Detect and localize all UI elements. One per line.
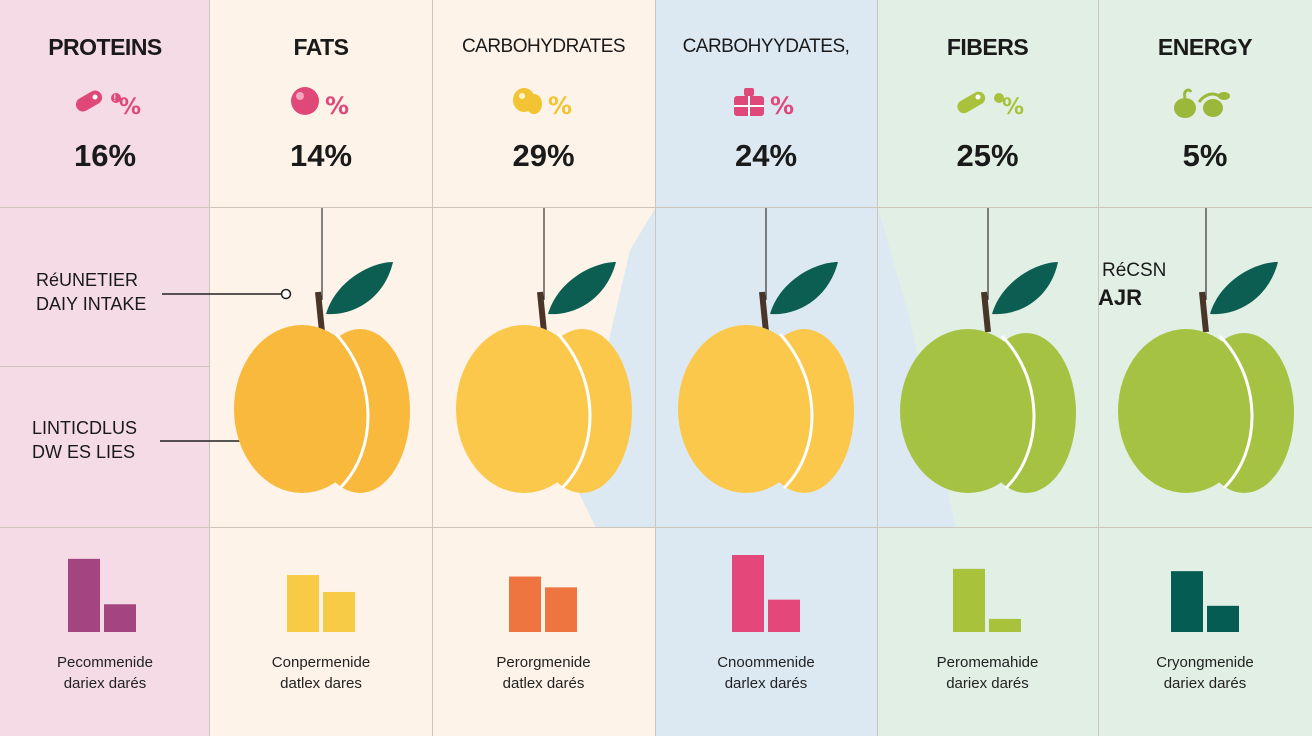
bar-icon-5-0	[1171, 571, 1203, 632]
fiber-capsule-icon: %	[956, 91, 1024, 120]
footer-line2: datlex dares	[280, 675, 362, 692]
carb-basket-icon: %	[734, 88, 794, 120]
bar-icon-1-1	[323, 591, 355, 632]
column-carbohydrates: CARBOHYDRATES % 29%	[432, 0, 655, 207]
bar-icon-0-1	[104, 604, 136, 632]
svg-text:!: !	[113, 94, 117, 104]
column-title: FIBERS	[946, 34, 1029, 60]
svg-text:%: %	[325, 92, 349, 120]
fruit-plum-1	[900, 208, 1076, 493]
svg-text:%: %	[1002, 95, 1024, 120]
protein-capsule-icon: ! %	[75, 90, 141, 120]
footer-line1: Cryongmenide	[1156, 654, 1254, 671]
bar-icon-2-1	[545, 587, 577, 632]
footer-fibers: Peromemahide dariex darés	[877, 652, 1098, 694]
bar-icon-1-0	[287, 575, 319, 632]
fruit-plum-2	[1118, 208, 1294, 493]
footer-line1: Conpermenide	[271, 654, 371, 671]
column-title: FATS	[293, 34, 349, 60]
svg-text:%: %	[770, 92, 794, 120]
fruit-apricot-3	[678, 208, 854, 493]
corner-label-1: RéCSN	[1102, 260, 1167, 281]
energy-fruit-icon	[1174, 88, 1230, 118]
column-percent: 16%	[73, 138, 137, 173]
column-title: CARBOHYYDATES,	[682, 36, 850, 57]
column-percent: 29%	[512, 138, 575, 173]
column-percent: 24%	[734, 138, 798, 173]
bar-icon-2-0	[509, 576, 541, 632]
fat-drop-icon: %	[291, 87, 349, 120]
svg-text:%: %	[119, 95, 141, 120]
footer-line1: Perorgmenide	[496, 654, 591, 671]
column-title: PROTEINS	[48, 34, 162, 60]
fruit-apricot-1	[234, 208, 410, 493]
footer-fats: Conpermenide datlex dares	[210, 652, 432, 694]
daily-intake-line1: RéUNETIER	[36, 270, 139, 290]
svg-text:%: %	[548, 92, 572, 120]
corner-label-2: AJR	[1098, 285, 1143, 310]
bar-icon-4-0	[953, 568, 985, 632]
fruit-apricot-2	[456, 208, 632, 493]
bar-icon-4-1	[989, 618, 1021, 632]
daily-intake-line2: DAIY INTAKE	[36, 294, 147, 314]
column-percent: 14%	[289, 138, 353, 173]
footer-line2: darlex darés	[724, 675, 808, 692]
footer-line2: dariex darés	[1163, 675, 1247, 692]
footer-proteins: Pecommenide dariex darés	[0, 652, 210, 694]
bar-icon-5-1	[1207, 605, 1239, 632]
column-title: ENERGY	[1157, 34, 1253, 60]
column-percent: 25%	[956, 138, 1019, 173]
footer-line1: Cnoommenide	[717, 654, 815, 671]
carb-grain-icon: %	[512, 88, 572, 120]
footer-carbohydrates: Perorgmenide datlex darés	[432, 652, 655, 694]
footer-line1: Pecommenide	[57, 654, 153, 671]
footer-energy: Cryongmenide dariex darés	[1098, 652, 1312, 694]
lint-label: LINTICDLUS DW ES LIES	[32, 416, 137, 464]
footer-line2: dariex darés	[63, 675, 147, 692]
lint-line2: DW ES LIES	[32, 442, 136, 462]
column-proteins: PROTEINS ! % 16%	[0, 0, 210, 207]
footer-line2: dariex darés	[946, 675, 1029, 692]
footer-line2: datlex darés	[502, 675, 585, 692]
bar-icon-3-0	[732, 555, 764, 632]
lint-line1: LINTICDLUS	[32, 418, 138, 438]
column-carbohyydates: CARBOHYYDATES, % 24%	[655, 0, 877, 207]
column-title: CARBOHYDRATES	[461, 36, 626, 57]
footer-line1: Peromemahide	[936, 654, 1039, 671]
column-fibers: FIBERS % 25%	[877, 0, 1098, 207]
bar-icon-0-0	[68, 558, 100, 632]
bar-icon-3-1	[768, 599, 800, 632]
footer-carbohyydates: Cnoommenide darlex darés	[655, 652, 877, 694]
column-percent: 5%	[1182, 138, 1228, 173]
column-energy: ENERGY 5%	[1098, 0, 1312, 207]
column-fats: FATS % 14%	[210, 0, 432, 207]
daily-intake-label: RéUNETIER DAIY INTAKE	[36, 268, 146, 316]
